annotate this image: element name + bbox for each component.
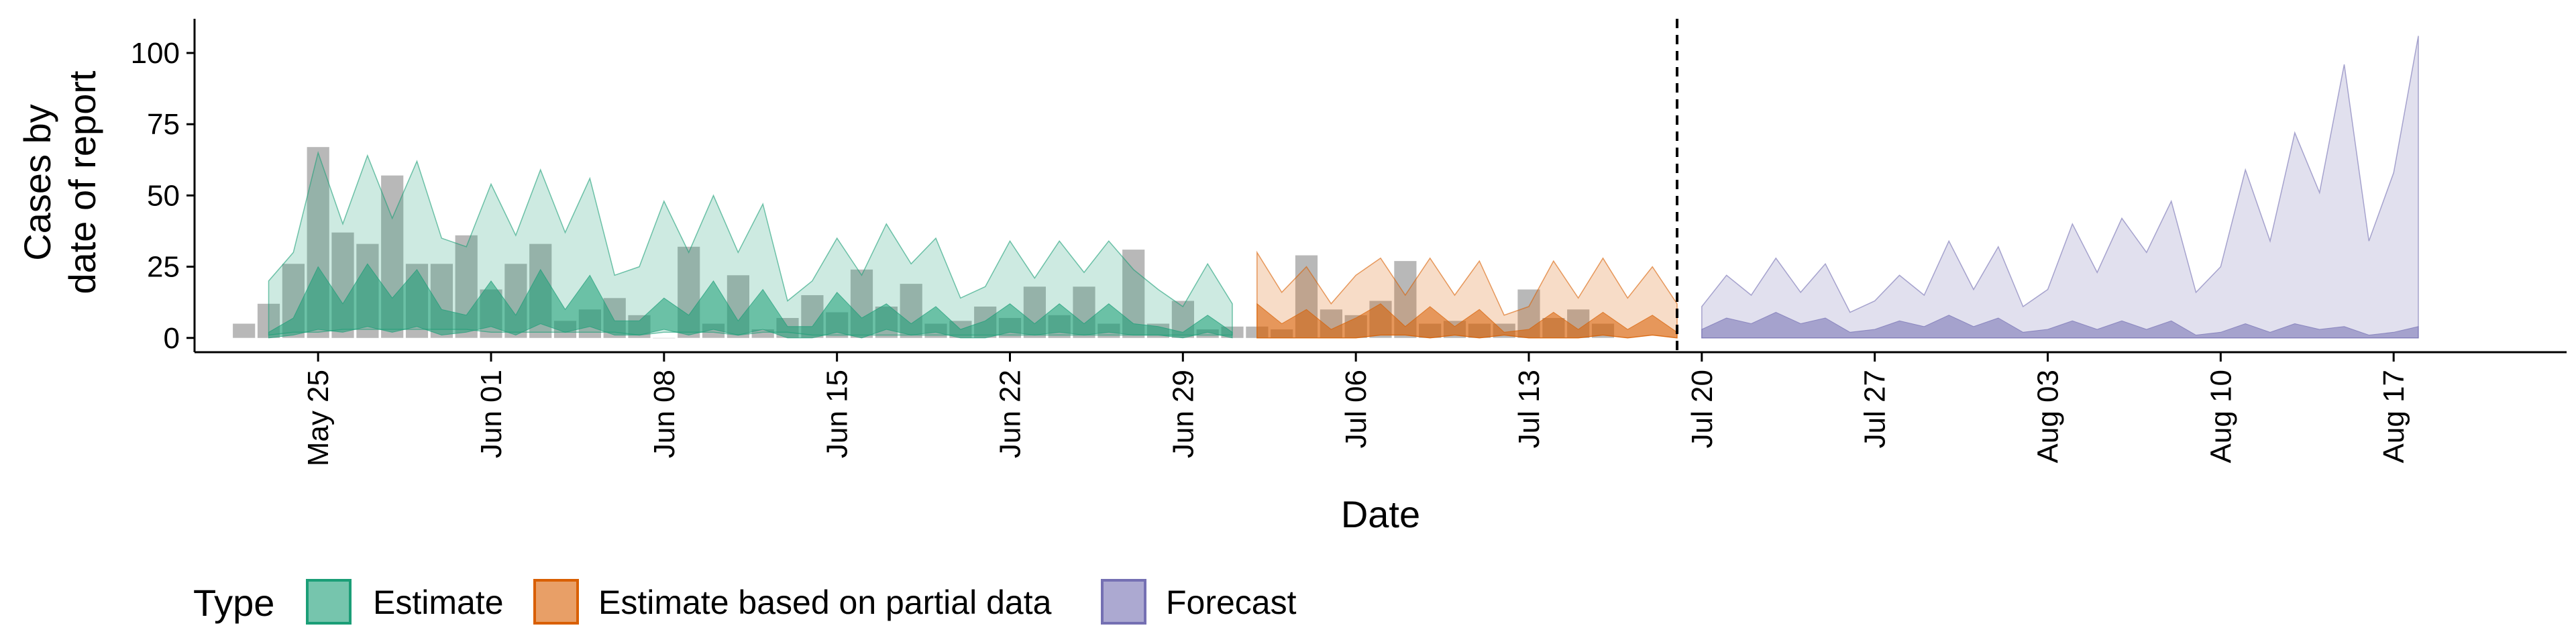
legend-key: [533, 579, 579, 625]
x-tick-label: Aug 03: [2032, 370, 2065, 463]
legend-label: Forecast: [1166, 584, 1297, 621]
legend: Type Estimate Estimate based on partial d…: [193, 579, 1297, 625]
legend-key: [1101, 579, 1146, 625]
series-band-inner: [1256, 303, 1678, 339]
x-tick-label: Jul 13: [1513, 370, 1546, 448]
y-axis-label-line2: date of report: [61, 70, 103, 294]
legend-label: Estimate based on partial data: [598, 584, 1052, 621]
axes: [193, 19, 2567, 354]
legend-label: Estimate: [373, 584, 504, 621]
x-tick-label: Jun 01: [475, 370, 508, 458]
x-tick-label: Jul 27: [1859, 370, 1892, 448]
y-tick-label: 25: [147, 251, 180, 284]
y-tick-label: 100: [131, 37, 180, 70]
reported-cases-bar: [653, 337, 676, 339]
series-band-inner: [268, 263, 1233, 339]
x-tick-label: Jun 29: [1167, 370, 1199, 458]
y-tick-label: 0: [164, 322, 180, 355]
legend-key: [306, 579, 352, 625]
x-tick-label: Jun 22: [994, 370, 1027, 458]
y-ticks: 0 25 50 75 100: [131, 37, 195, 355]
reported-cases-bar: [233, 323, 256, 338]
x-tick-label: Jul 20: [1686, 370, 1719, 448]
x-tick-label: Jun 15: [821, 370, 854, 458]
x-axis-label: Date: [1341, 493, 1420, 535]
series-band-inner: [1701, 311, 2419, 339]
x-tick-label: Aug 10: [2204, 370, 2237, 463]
y-tick-label: 50: [147, 179, 180, 212]
x-tick-label: Aug 17: [2377, 370, 2410, 463]
x-tick-label: Jun 08: [648, 370, 681, 458]
x-tick-label: Jul 06: [1340, 370, 1373, 448]
x-tick-label: May 25: [302, 370, 335, 466]
plot-area: [233, 19, 2419, 352]
legend-title: Type: [193, 582, 274, 624]
y-axis-label-line1: Cases by: [16, 104, 58, 260]
x-ticks: May 25 Jun 01 Jun 08 Jun 15 Jun 22 Jun 29 Jul …: [302, 352, 2410, 466]
series-band-outer: [1701, 36, 2419, 339]
y-tick-label: 75: [147, 108, 180, 141]
